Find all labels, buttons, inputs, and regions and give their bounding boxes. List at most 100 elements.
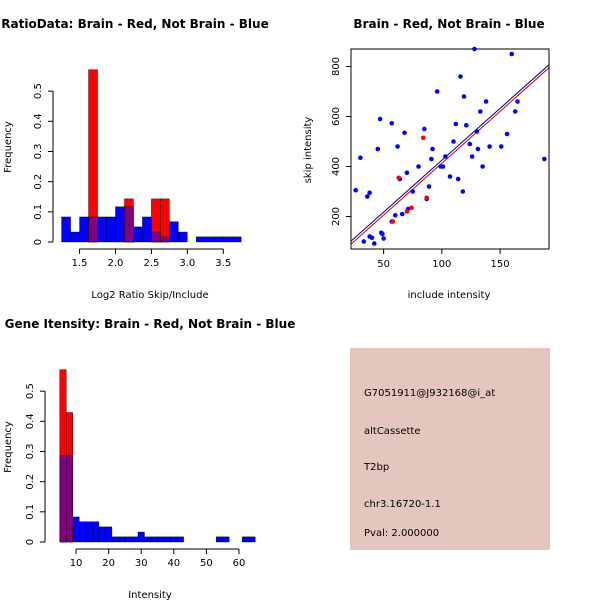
brain-point bbox=[409, 205, 414, 211]
not-brain-bar bbox=[178, 231, 188, 243]
gene-intensity-histogram-panel: Gene Itensity: Brain - Red, Not Brain - … bbox=[3, 317, 295, 600]
not-brain-bar bbox=[111, 536, 119, 543]
not-brain-point bbox=[453, 121, 459, 127]
info-panel: G7051911@J932168@i_at altCassette T2bp c… bbox=[350, 348, 550, 550]
not-brain-bar bbox=[131, 536, 139, 543]
ratio-histogram-panel: RatioData: Brain - Red, Not Brain - Blue… bbox=[1, 17, 268, 301]
overlap-bar bbox=[160, 236, 170, 243]
x-tick-label: 100 bbox=[432, 259, 451, 270]
not-brain-bar bbox=[205, 236, 215, 243]
not-brain-bar bbox=[242, 536, 249, 543]
not-brain-point bbox=[381, 236, 386, 241]
location-text: chr3.16720-1.1 bbox=[364, 499, 441, 510]
ratio-histogram-title: RatioData: Brain - Red, Not Brain - Blue bbox=[1, 17, 268, 31]
not-brain-point bbox=[430, 146, 435, 152]
not-brain-bar bbox=[92, 521, 100, 543]
not-brain-bar bbox=[142, 216, 152, 243]
not-brain-point bbox=[367, 190, 372, 196]
not-brain-point bbox=[392, 212, 398, 218]
x-tick-label: 2.5 bbox=[143, 258, 159, 269]
not-brain-point bbox=[458, 74, 463, 79]
not-brain-point bbox=[443, 154, 448, 159]
not-brain-point bbox=[474, 129, 480, 134]
intensity-scatter-panel: Brain - Red, Not Brain - Blue 50 100 150 20… bbox=[303, 17, 550, 301]
not-brain-point bbox=[369, 235, 375, 241]
brain-bar bbox=[88, 69, 98, 243]
not-brain-point bbox=[422, 126, 427, 132]
not-brain-point bbox=[475, 146, 481, 152]
not-brain-point bbox=[480, 164, 485, 169]
not-brain-bar bbox=[106, 216, 116, 243]
not-brain-point bbox=[469, 154, 475, 159]
not-brain-bar bbox=[61, 216, 71, 243]
overlap-bar bbox=[66, 455, 74, 543]
x-tick-label: 30 bbox=[135, 558, 148, 569]
brain-point bbox=[420, 135, 426, 141]
not-brain-point bbox=[399, 211, 405, 217]
not-brain-point bbox=[365, 194, 370, 199]
not-brain-point bbox=[477, 109, 483, 114]
y-tick-label: 0.3 bbox=[33, 144, 44, 160]
not-brain-point bbox=[371, 241, 377, 246]
y-tick-label: 0.5 bbox=[33, 83, 44, 99]
brain-bar bbox=[160, 198, 170, 243]
y-tick-label: 0 bbox=[25, 539, 36, 545]
not-brain-bar bbox=[105, 526, 113, 543]
x-tick-label: 3.5 bbox=[215, 258, 231, 269]
not-brain-bar bbox=[70, 231, 80, 243]
not-brain-point bbox=[504, 131, 510, 137]
scatter-frame bbox=[350, 48, 550, 250]
not-brain-bar bbox=[150, 536, 158, 543]
not-brain-point bbox=[498, 144, 504, 149]
not-brain-bar bbox=[163, 536, 171, 543]
not-brain-point bbox=[416, 164, 421, 169]
not-brain-bar bbox=[124, 536, 132, 543]
not-brain-point bbox=[467, 141, 473, 147]
y-tick-label: 0.1 bbox=[25, 504, 36, 520]
ratio-histogram-xlabel: Log2 Ratio Skip/Include bbox=[91, 290, 208, 301]
not-brain-bar bbox=[97, 216, 107, 243]
brain-point bbox=[390, 219, 396, 224]
not-brain-fit-line bbox=[351, 64, 549, 242]
x-tick-label: 20 bbox=[102, 558, 115, 569]
not-brain-point bbox=[395, 144, 400, 149]
ratio-histogram-axes: 1.5 2.0 2.5 3.0 3.5 0 0.1 0.2 0.3 0.4 0.5 bbox=[33, 83, 231, 269]
not-brain-bar bbox=[222, 536, 230, 543]
not-brain-bar bbox=[85, 521, 93, 543]
x-tick-label: 3.0 bbox=[179, 258, 195, 269]
brain-point bbox=[396, 175, 402, 181]
y-tick-label: 400 bbox=[331, 157, 342, 176]
brain-point bbox=[424, 195, 430, 201]
not-brain-bar bbox=[115, 206, 125, 243]
overlap-bar bbox=[124, 206, 134, 243]
gene-intensity-title: Gene Itensity: Brain - Red, Not Brain - … bbox=[5, 317, 296, 331]
brain-point bbox=[404, 209, 410, 214]
not-brain-bar bbox=[98, 526, 106, 543]
y-tick-label: 600 bbox=[331, 107, 342, 126]
not-brain-point bbox=[361, 239, 367, 244]
not-brain-point bbox=[515, 99, 520, 104]
not-brain-point bbox=[353, 187, 358, 193]
not-brain-point bbox=[512, 109, 518, 114]
not-brain-point bbox=[410, 189, 416, 194]
x-tick-label: 50 bbox=[200, 558, 213, 569]
not-brain-point bbox=[483, 99, 489, 104]
not-brain-bar bbox=[170, 536, 178, 543]
gene-intensity-xlabel: Intensity bbox=[128, 590, 172, 600]
not-brain-point bbox=[377, 116, 383, 122]
y-tick-label: 0.2 bbox=[25, 474, 36, 490]
not-brain-bar bbox=[144, 536, 152, 543]
gene-intensity-bars bbox=[59, 369, 256, 543]
not-brain-bar bbox=[215, 536, 223, 543]
not-brain-bar bbox=[133, 226, 143, 243]
scatter-ylabel: skip intensity bbox=[303, 117, 314, 184]
x-tick-label: 1.5 bbox=[72, 258, 88, 269]
gene-intensity-ylabel: Frequency bbox=[3, 421, 14, 473]
y-tick-label: 200 bbox=[331, 207, 342, 226]
not-brain-point bbox=[434, 89, 440, 94]
not-brain-point bbox=[426, 184, 432, 189]
scatter-xlabel: include intensity bbox=[408, 290, 491, 301]
not-brain-point bbox=[375, 146, 381, 152]
not-brain-point bbox=[451, 139, 456, 144]
pval-text: Pval: 2.000000 bbox=[364, 528, 439, 539]
